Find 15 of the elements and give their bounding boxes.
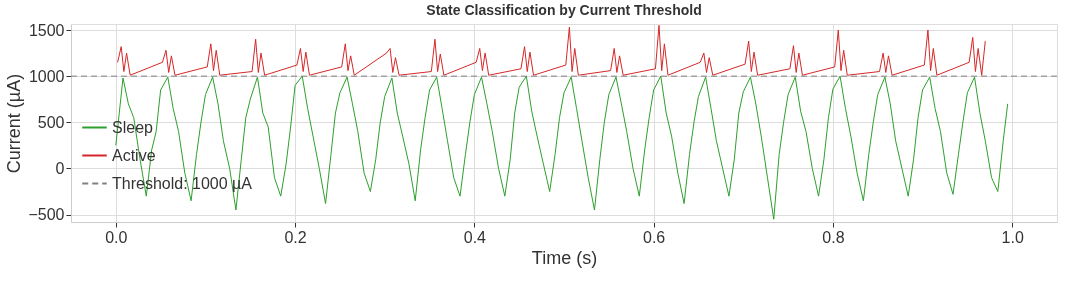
x-tick-label: 1.0	[1001, 228, 1024, 246]
chart-title: State Classification by Current Threshold	[426, 2, 702, 18]
x-tick-label: 0.8	[822, 228, 845, 246]
x-axis-title: Time (s)	[531, 247, 598, 268]
y-tick-label: −500	[28, 206, 65, 224]
x-tick-label: 0.4	[463, 228, 487, 246]
line-series	[117, 24, 986, 76]
x-tick-label: 0.0	[105, 228, 128, 246]
y-tick-label: 500	[37, 113, 65, 131]
y-tick-label: 1000	[28, 67, 65, 85]
y-axis-title: Current (µA)	[4, 73, 25, 174]
y-tick-label: 1500	[28, 21, 65, 39]
x-tick-label: 0.6	[643, 228, 666, 246]
y-tick-label: 0	[55, 159, 65, 177]
x-tick-label: 0.2	[284, 228, 307, 246]
